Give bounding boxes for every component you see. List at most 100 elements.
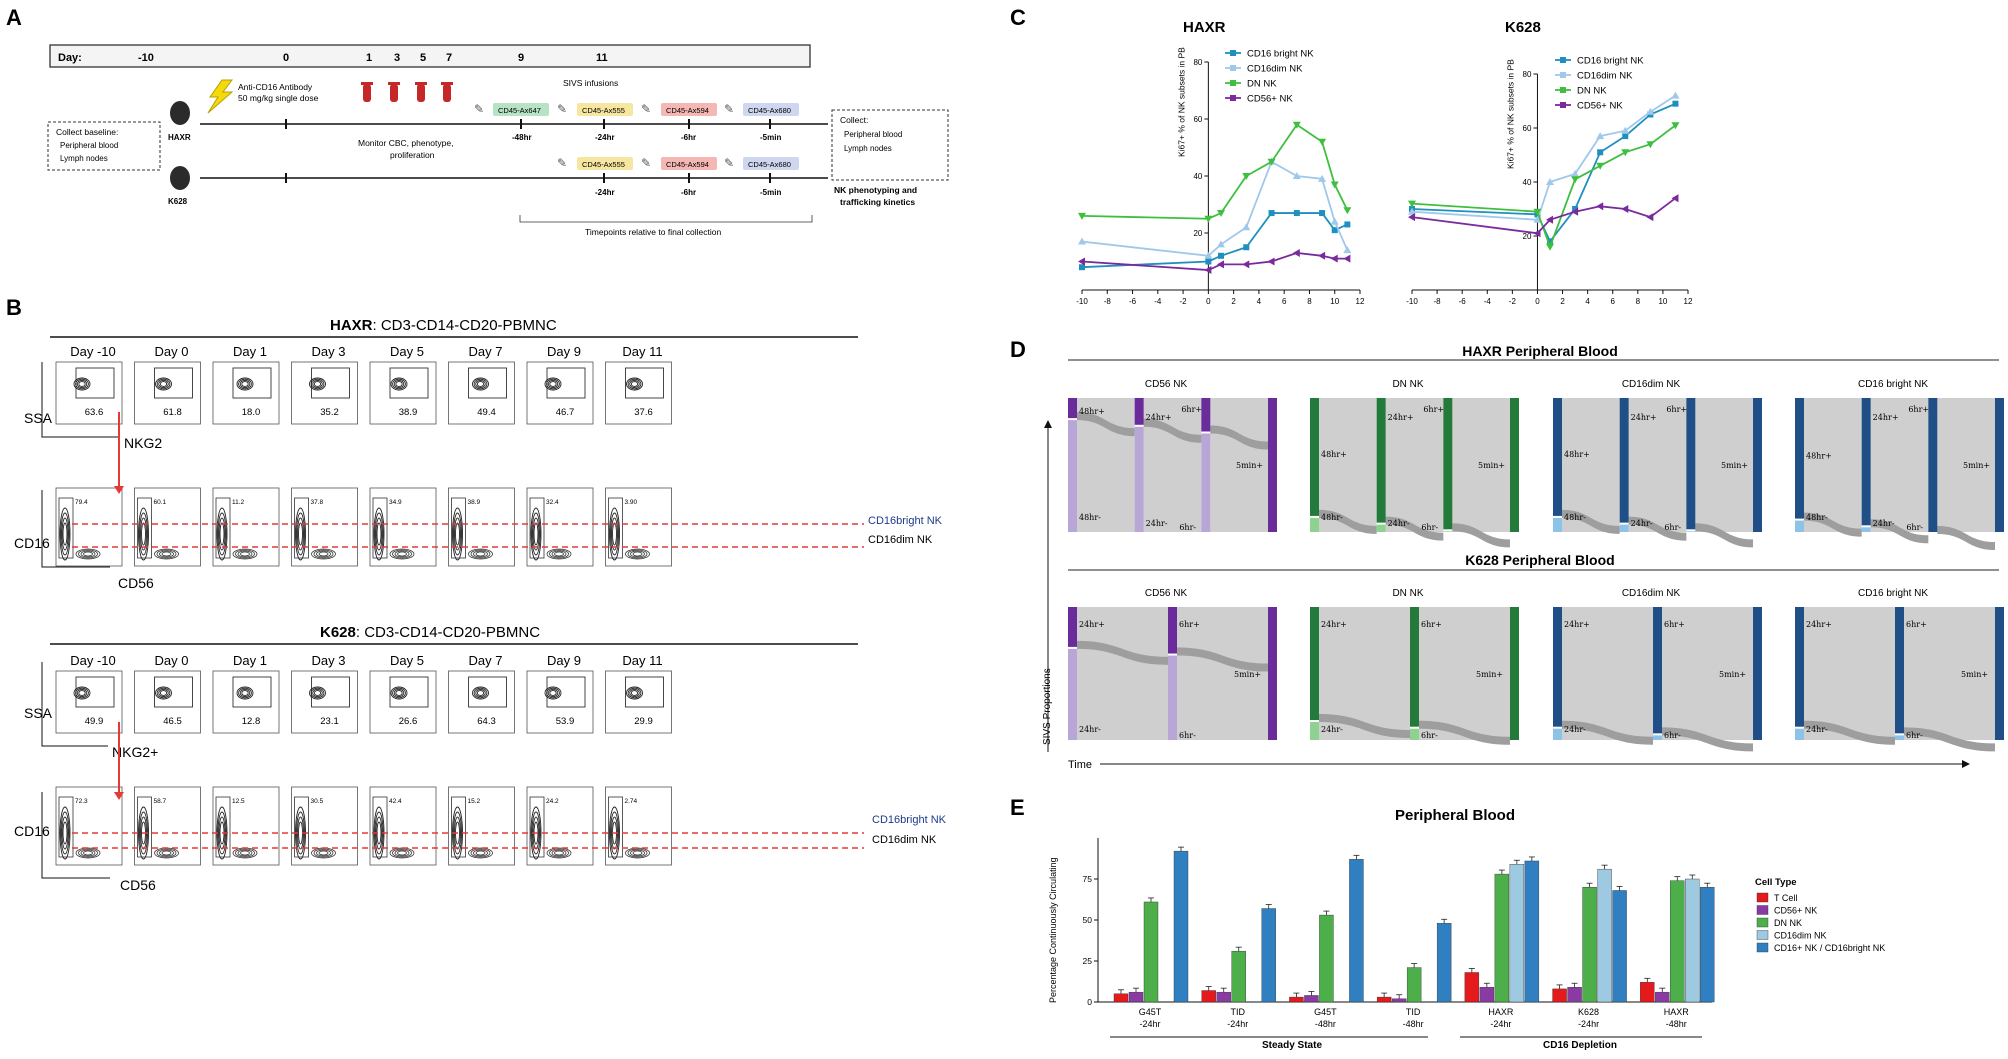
contour [546, 548, 572, 560]
time-label: -24hr [595, 133, 615, 142]
x-tick-label: 10 [1658, 297, 1667, 306]
x-tick-label: -4 [1154, 297, 1162, 306]
flow-crossing [1319, 714, 1410, 739]
contour [240, 551, 250, 557]
gate-percent: 42.4 [389, 798, 402, 805]
contour [154, 548, 179, 560]
contour [554, 551, 564, 557]
stratum-minus [1310, 517, 1319, 532]
gate-box [154, 367, 193, 399]
series-line [1411, 94, 1676, 221]
gate-percent: 23.1 [320, 716, 339, 727]
stratum-label: 6hr- [1664, 731, 1681, 740]
gate-box [137, 796, 152, 858]
gate-percent: 38.9 [399, 407, 418, 418]
contour [554, 850, 564, 856]
data-point [1217, 210, 1225, 218]
contour [472, 686, 489, 700]
flow-band [1143, 398, 1202, 532]
contour [476, 690, 485, 696]
day-label: Day 9 [547, 653, 581, 668]
stratum-plus [1753, 398, 1762, 532]
category-label: G45T [1139, 1007, 1162, 1017]
legend-marker [1560, 57, 1566, 63]
gate-percent: 12.8 [242, 716, 261, 727]
stratum-plus [1201, 398, 1211, 432]
flow-plot-frame [55, 361, 123, 425]
data-point [1596, 132, 1605, 140]
time-label: -48hr [512, 133, 532, 142]
lightning-icon [207, 79, 234, 114]
legend-marker [1230, 50, 1236, 56]
contour [390, 686, 408, 700]
stratum-label: 24hr- [1079, 725, 1101, 734]
tag-ax594 [661, 103, 717, 116]
stratum-label: 24hr+ [1388, 413, 1414, 422]
contour [159, 550, 174, 558]
gate-box [58, 796, 74, 858]
cd16dim-label: CD16dim NK [872, 834, 937, 846]
data-point [1546, 178, 1554, 185]
contour [62, 522, 68, 546]
contour [473, 687, 488, 699]
flow-band [1870, 398, 1929, 532]
contour [609, 507, 620, 561]
tag-label: CD45-Ax594 [666, 106, 709, 115]
gate-box [372, 796, 388, 858]
stratum-label: 48hr- [1321, 513, 1343, 522]
legend-label: CD56+ NK [1247, 94, 1293, 105]
data-point [1646, 213, 1654, 222]
axis-ssa: SSA [24, 705, 53, 721]
gate-box [625, 676, 664, 708]
contour [297, 517, 304, 551]
data-point [1671, 91, 1680, 99]
alluvial-plots: CD56 NK 48hr+ 24hr+ 6hr+ 5min+ 48hr- 24hr- 6hr-… [1068, 379, 2004, 752]
data-point [1242, 173, 1251, 180]
tag-ax555 [577, 157, 633, 170]
contour [237, 849, 253, 857]
data-point [1267, 257, 1275, 266]
y-tick-label: 50 [1083, 915, 1093, 925]
contour [295, 507, 306, 561]
monitor-text: proliferation [390, 150, 435, 160]
day-label: Day 0 [155, 653, 189, 668]
legend-marker [1230, 80, 1236, 86]
contour [470, 848, 491, 858]
data-point [1546, 215, 1553, 224]
contour [78, 549, 98, 559]
stratum-minus [1795, 520, 1804, 532]
stratum-plus [1553, 398, 1562, 516]
gate-box [215, 796, 231, 858]
flow-crossing [1210, 425, 1268, 450]
contour [60, 512, 70, 556]
flow-crossing [1419, 720, 1510, 745]
stratum-label: 48hr+ [1806, 451, 1832, 460]
data-point [1596, 202, 1604, 211]
data-point [1217, 240, 1225, 248]
bar [1406, 967, 1422, 1003]
stratum-label: 24hr+ [1146, 413, 1172, 422]
day-label: Day 3 [312, 344, 346, 359]
bar [1567, 987, 1582, 1003]
gate-percent: 32.4 [546, 499, 559, 506]
axis-cd16: CD16 [14, 535, 50, 551]
haxr-flow-title: HAXR: CD3-CD14-CD20-PBMNC [330, 317, 557, 334]
flow-crossing [1319, 509, 1377, 534]
day-tick-label: 1 [366, 52, 372, 64]
stratum-plus [1686, 398, 1696, 530]
tube-icon [390, 84, 398, 102]
contour [612, 522, 617, 546]
flow-crossing [1452, 523, 1510, 548]
contour [310, 378, 325, 390]
gating-arrow-head [114, 486, 124, 494]
contour [374, 512, 384, 556]
day-tick-label: 7 [446, 52, 452, 64]
data-point [1547, 238, 1553, 245]
contour [76, 688, 88, 698]
contour [312, 379, 323, 389]
contour [76, 379, 88, 389]
stratum-plus [1376, 398, 1386, 523]
data-point [1621, 149, 1630, 157]
category-label: -24hr [1227, 1019, 1248, 1029]
gate-box [372, 497, 388, 559]
